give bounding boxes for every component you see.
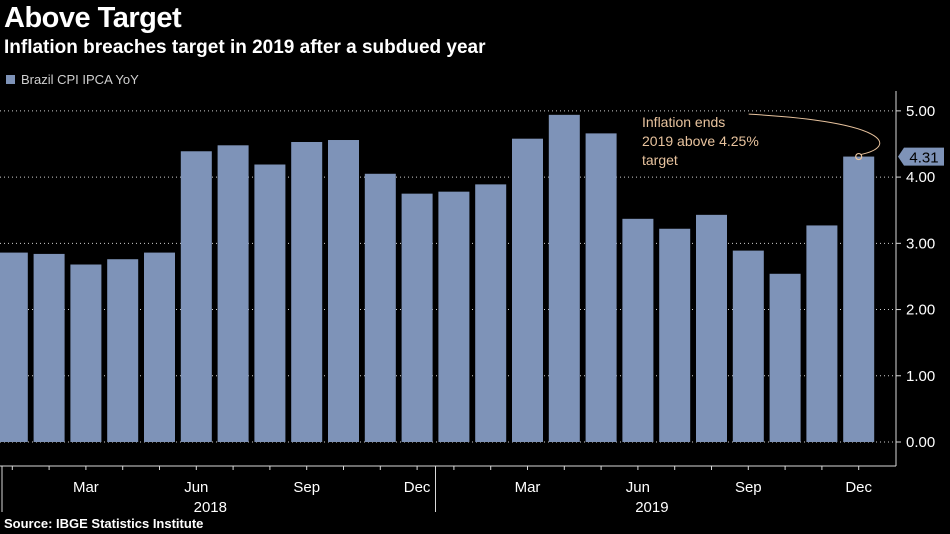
bar (622, 218, 654, 442)
annotation-text: target (642, 152, 678, 168)
bar (107, 259, 139, 442)
annotation-text: 2019 above 4.25% (642, 133, 759, 149)
y-tick-label: 5.00 (906, 103, 935, 120)
bar (328, 140, 359, 442)
bar (0, 252, 28, 442)
y-tick-label: 4.00 (906, 169, 935, 186)
bar (806, 225, 838, 442)
bar (659, 228, 691, 442)
y-tick-label: 2.00 (906, 302, 935, 319)
last-value-box (898, 147, 944, 166)
x-tick-label: Dec (404, 479, 431, 496)
annotation-text: Inflation ends (642, 114, 725, 130)
legend: Brazil CPI IPCA YoY (6, 72, 139, 87)
y-tick-label: 3.00 (906, 235, 935, 252)
bar (70, 264, 102, 442)
chart-title: Above Target (4, 2, 182, 34)
bar (33, 253, 65, 442)
bar (548, 114, 580, 443)
chart-subtitle: Inflation breaches target in 2019 after … (4, 37, 486, 58)
x-tick-label: Mar (515, 479, 541, 496)
year-label: 2018 (194, 499, 227, 516)
bar (291, 141, 323, 443)
last-value-label: 4.31 (909, 150, 938, 167)
bar (438, 191, 470, 442)
y-tick-label: 1.00 (906, 368, 935, 385)
bar (769, 273, 801, 442)
bar (401, 193, 433, 442)
bar (180, 151, 212, 442)
source-note: Source: IBGE Statistics Institute (4, 516, 204, 531)
x-tick-label: Jun (184, 479, 208, 496)
bar (512, 138, 543, 442)
x-tick-label: Jun (626, 479, 650, 496)
bar (732, 250, 764, 442)
bar (475, 184, 507, 442)
legend-swatch (6, 75, 15, 84)
x-tick-label: Dec (845, 479, 872, 496)
bar (144, 252, 175, 442)
x-tick-label: Sep (735, 479, 762, 496)
bar (217, 145, 249, 442)
annotation-connector (748, 113, 881, 156)
x-tick-label: Mar (73, 479, 99, 496)
annotation-marker (855, 152, 863, 161)
bar (585, 133, 617, 443)
y-tick-label: 0.00 (906, 434, 935, 451)
legend-label: Brazil CPI IPCA YoY (21, 72, 139, 87)
year-label: 2019 (635, 499, 668, 516)
x-tick-label: Sep (293, 479, 320, 496)
bar (696, 214, 727, 442)
bar (254, 164, 286, 442)
bar (843, 156, 875, 442)
bar (364, 173, 396, 442)
